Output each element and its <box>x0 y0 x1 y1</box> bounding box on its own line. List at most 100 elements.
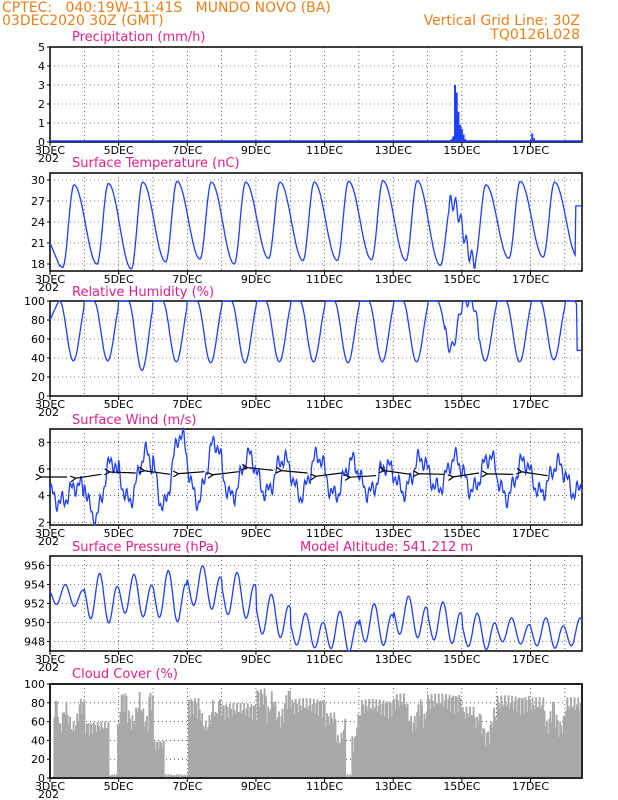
cloud-bar <box>287 690 290 778</box>
cloud-bar <box>542 697 545 778</box>
cloud-bar <box>579 702 582 778</box>
cloud-bar <box>148 696 151 778</box>
temp-xtick-label: 15DEC <box>443 273 480 286</box>
cloud-bar <box>436 704 439 778</box>
cloud-bar <box>352 751 355 778</box>
cloud-bar <box>566 697 569 778</box>
cloud-bar <box>107 721 110 778</box>
cloud-bar <box>67 724 70 778</box>
cloud-bar <box>442 707 445 778</box>
cloud-bar <box>353 737 356 778</box>
cloud-bar <box>304 707 307 778</box>
cloud-bar <box>551 701 554 778</box>
cloud-bar <box>403 693 405 778</box>
precip-bar <box>460 128 463 142</box>
cloud-bar <box>453 714 456 778</box>
cloud-bar <box>81 713 83 778</box>
cloud-bar <box>377 705 380 778</box>
cloud-bar <box>288 691 291 778</box>
cloud-bar <box>435 702 438 778</box>
cloud-bar <box>359 715 362 778</box>
rh-ytick-label: 40 <box>31 352 45 365</box>
cloud-bar <box>350 775 353 778</box>
cloud-bar <box>219 699 222 778</box>
cloud-bar <box>511 695 514 778</box>
precip-xtick-label: 17DEC <box>512 144 549 157</box>
cloud-bar <box>228 703 231 778</box>
wind-ytick-label: 4 <box>38 490 45 503</box>
cloud-year-label: 202 <box>38 788 59 800</box>
cloud-bar <box>508 708 511 778</box>
cloud-bar <box>381 703 384 778</box>
cloud-bar <box>147 730 150 778</box>
cloud-bar <box>417 704 420 778</box>
cloud-bar <box>519 715 522 778</box>
wind-xtick-label: 5DEC <box>104 527 134 540</box>
cloud-bar <box>163 776 166 778</box>
cloud-bar <box>261 693 264 778</box>
cloud-bar <box>290 708 292 778</box>
pres-xtick-label: 7DEC <box>172 653 202 666</box>
cloud-bar <box>431 700 434 778</box>
cloud-bar <box>154 749 157 778</box>
cloud-bar <box>410 715 413 778</box>
cloud-bar <box>424 718 427 778</box>
precip-ytick-label: 0 <box>38 136 45 149</box>
cloud-bar <box>395 694 398 778</box>
cloud-bar <box>512 710 515 778</box>
rh-series-line <box>49 300 582 372</box>
cloud-bar <box>257 692 260 778</box>
cloud-bar <box>333 712 336 778</box>
cloud-bar <box>203 730 206 778</box>
rh-xtick-label: 7DEC <box>172 398 202 411</box>
cloud-bar <box>358 715 361 778</box>
cloud-bar <box>240 713 243 778</box>
cloud-bar <box>185 776 188 778</box>
pres-series-line <box>49 564 583 652</box>
cloud-bar <box>543 710 546 778</box>
cloud-bar <box>284 703 286 778</box>
cloud-bar <box>101 727 104 778</box>
cloud-bar <box>245 708 248 778</box>
cloud-bar <box>258 707 261 778</box>
temp-xtick-label: 9DEC <box>241 273 271 286</box>
temp-xtick-label: 17DEC <box>512 273 549 286</box>
cloud-bar <box>191 701 194 778</box>
cloud-ytick-label: 0 <box>38 772 45 785</box>
cloud-bar <box>501 704 504 778</box>
cloud-bar <box>560 725 563 778</box>
cloud-bar <box>577 697 580 778</box>
cloud-bar <box>220 716 223 778</box>
cloud-bar <box>380 714 383 778</box>
cloud-bar <box>348 774 351 778</box>
cloud-bar <box>427 694 429 778</box>
cloud-bar <box>184 774 187 778</box>
cloud-bar <box>294 698 297 778</box>
cloud-bar <box>469 706 471 778</box>
cloud-bar <box>221 705 224 778</box>
cloud-bar <box>375 699 378 778</box>
cloud-bar <box>321 717 324 778</box>
wind-arrow <box>178 471 205 475</box>
precip-xtick-label: 3DEC <box>35 144 65 157</box>
cloud-bar <box>71 731 74 778</box>
precip-ytick-label: 2 <box>38 98 45 111</box>
header-line2: 03DEC2020 30Z (GMT) <box>2 13 164 29</box>
temp-xtick-label: 11DEC <box>306 273 343 286</box>
cloud-bar <box>151 695 154 778</box>
wind-xtick-label: 3DEC <box>35 527 65 540</box>
temp-series-line <box>49 179 582 270</box>
cloud-bar <box>72 721 75 778</box>
cloud-bar <box>447 698 450 778</box>
cloud-bar <box>262 704 265 778</box>
precip-ytick-label: 1 <box>38 117 45 130</box>
cloud-bar <box>499 708 502 778</box>
cloud-bar <box>297 712 300 778</box>
precip-bar <box>529 140 532 142</box>
cloud-bar <box>250 704 253 778</box>
rh-title: Relative Humidity (%) <box>72 285 214 300</box>
precip-bar <box>450 139 453 142</box>
cloud-ytick-label: 20 <box>31 753 45 766</box>
cloud-bar <box>429 708 432 778</box>
cloud-ytick-label: 40 <box>31 734 45 747</box>
